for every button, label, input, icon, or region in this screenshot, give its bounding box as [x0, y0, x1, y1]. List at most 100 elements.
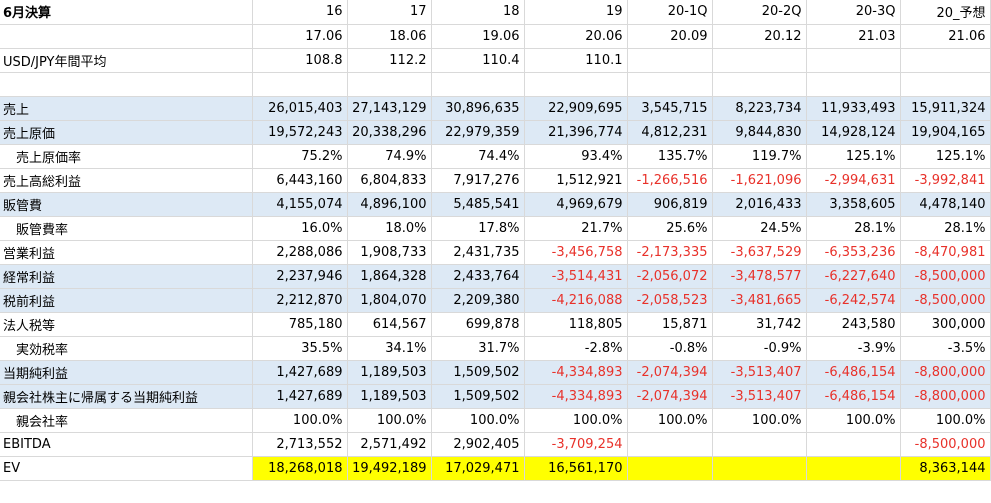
value-cell[interactable]: 74.9% — [347, 144, 432, 169]
row-label[interactable]: 売上原価 — [0, 120, 253, 145]
row-label[interactable] — [0, 72, 253, 97]
value-cell[interactable]: 785,180 — [252, 312, 348, 337]
period-header[interactable]: 20-3Q — [806, 0, 901, 25]
value-cell[interactable]: 28.1% — [806, 216, 901, 241]
value-cell[interactable]: 11,933,493 — [806, 96, 901, 121]
value-cell[interactable]: 6,443,160 — [252, 168, 348, 193]
row-label[interactable]: EV — [0, 456, 253, 481]
value-cell[interactable]: -2,173,335 — [627, 240, 713, 265]
value-cell[interactable]: 906,819 — [627, 192, 713, 217]
value-cell[interactable]: 110.4 — [431, 48, 525, 73]
value-cell[interactable] — [712, 72, 807, 97]
value-cell[interactable]: 24.5% — [712, 216, 807, 241]
value-cell[interactable]: 6,804,833 — [347, 168, 432, 193]
value-cell[interactable]: -3.9% — [806, 336, 901, 361]
value-cell[interactable]: 15,871 — [627, 312, 713, 337]
value-cell[interactable]: 1,427,689 — [252, 384, 348, 409]
value-cell[interactable]: 112.2 — [347, 48, 432, 73]
value-cell[interactable] — [627, 456, 713, 481]
value-cell[interactable]: 4,478,140 — [900, 192, 991, 217]
period-header[interactable]: 20-2Q — [712, 0, 807, 25]
value-cell[interactable]: 19,572,243 — [252, 120, 348, 145]
value-cell[interactable]: -6,486,154 — [806, 384, 901, 409]
value-cell[interactable]: 21.7% — [524, 216, 628, 241]
date-header[interactable]: 20.09 — [627, 24, 713, 49]
value-cell[interactable]: 21,396,774 — [524, 120, 628, 145]
value-cell[interactable]: 2,433,764 — [431, 264, 525, 289]
value-cell[interactable]: 2,713,552 — [252, 432, 348, 457]
value-cell[interactable]: 30,896,635 — [431, 96, 525, 121]
value-cell[interactable]: 31,742 — [712, 312, 807, 337]
value-cell[interactable] — [806, 456, 901, 481]
period-header[interactable]: 20-1Q — [627, 0, 713, 25]
value-cell[interactable]: 100.0% — [806, 408, 901, 433]
value-cell[interactable] — [900, 48, 991, 73]
value-cell[interactable]: -6,242,574 — [806, 288, 901, 313]
value-cell[interactable] — [806, 72, 901, 97]
value-cell[interactable]: -8,500,000 — [900, 288, 991, 313]
value-cell[interactable]: 1,512,921 — [524, 168, 628, 193]
value-cell[interactable]: 20,338,296 — [347, 120, 432, 145]
row-label[interactable]: EBITDA — [0, 432, 253, 457]
value-cell[interactable]: 118,805 — [524, 312, 628, 337]
value-cell[interactable]: -6,227,640 — [806, 264, 901, 289]
value-cell[interactable] — [806, 48, 901, 73]
value-cell[interactable]: 17,029,471 — [431, 456, 525, 481]
value-cell[interactable]: -0.8% — [627, 336, 713, 361]
value-cell[interactable]: -4,334,893 — [524, 384, 628, 409]
value-cell[interactable]: 4,969,679 — [524, 192, 628, 217]
value-cell[interactable]: 4,896,100 — [347, 192, 432, 217]
row-label[interactable]: 売上 — [0, 96, 253, 121]
row-label[interactable]: 経常利益 — [0, 264, 253, 289]
row-label[interactable]: 当期純利益 — [0, 360, 253, 385]
value-cell[interactable]: -4,216,088 — [524, 288, 628, 313]
date-header[interactable]: 18.06 — [347, 24, 432, 49]
value-cell[interactable]: 9,844,830 — [712, 120, 807, 145]
value-cell[interactable] — [524, 72, 628, 97]
value-cell[interactable]: 17.8% — [431, 216, 525, 241]
period-header[interactable]: 16 — [252, 0, 348, 25]
value-cell[interactable]: 28.1% — [900, 216, 991, 241]
value-cell[interactable]: -1,266,516 — [627, 168, 713, 193]
date-header[interactable]: 17.06 — [252, 24, 348, 49]
value-cell[interactable]: 18,268,018 — [252, 456, 348, 481]
value-cell[interactable]: 699,878 — [431, 312, 525, 337]
value-cell[interactable]: -1,621,096 — [712, 168, 807, 193]
date-header[interactable]: 21.06 — [900, 24, 991, 49]
value-cell[interactable]: 135.7% — [627, 144, 713, 169]
value-cell[interactable]: 15,911,324 — [900, 96, 991, 121]
value-cell[interactable]: 2,016,433 — [712, 192, 807, 217]
row-label[interactable]: 親会社株主に帰属する当期純利益 — [0, 384, 253, 409]
value-cell[interactable] — [712, 48, 807, 73]
value-cell[interactable]: -2,058,523 — [627, 288, 713, 313]
value-cell[interactable]: 100.0% — [252, 408, 348, 433]
value-cell[interactable]: 7,917,276 — [431, 168, 525, 193]
value-cell[interactable]: 5,485,541 — [431, 192, 525, 217]
value-cell[interactable]: -8,470,981 — [900, 240, 991, 265]
value-cell[interactable]: -3,513,407 — [712, 360, 807, 385]
row-label[interactable]: 税前利益 — [0, 288, 253, 313]
value-cell[interactable]: 8,363,144 — [900, 456, 991, 481]
value-cell[interactable]: 2,212,870 — [252, 288, 348, 313]
value-cell[interactable]: 25.6% — [627, 216, 713, 241]
value-cell[interactable]: 100.0% — [627, 408, 713, 433]
row-label[interactable]: 販管費率 — [0, 216, 253, 241]
value-cell[interactable]: 108.8 — [252, 48, 348, 73]
value-cell[interactable]: 3,358,605 — [806, 192, 901, 217]
value-cell[interactable]: 1,908,733 — [347, 240, 432, 265]
value-cell[interactable]: 2,288,086 — [252, 240, 348, 265]
value-cell[interactable]: 35.5% — [252, 336, 348, 361]
value-cell[interactable] — [627, 72, 713, 97]
value-cell[interactable]: 1,509,502 — [431, 360, 525, 385]
value-cell[interactable]: 1,427,689 — [252, 360, 348, 385]
value-cell[interactable]: -6,486,154 — [806, 360, 901, 385]
value-cell[interactable]: -3,637,529 — [712, 240, 807, 265]
date-header[interactable]: 20.12 — [712, 24, 807, 49]
value-cell[interactable]: -3,514,431 — [524, 264, 628, 289]
value-cell[interactable]: 1,189,503 — [347, 384, 432, 409]
value-cell[interactable]: 110.1 — [524, 48, 628, 73]
value-cell[interactable]: 16.0% — [252, 216, 348, 241]
period-header[interactable]: 18 — [431, 0, 525, 25]
value-cell[interactable]: 26,015,403 — [252, 96, 348, 121]
value-cell[interactable]: 31.7% — [431, 336, 525, 361]
